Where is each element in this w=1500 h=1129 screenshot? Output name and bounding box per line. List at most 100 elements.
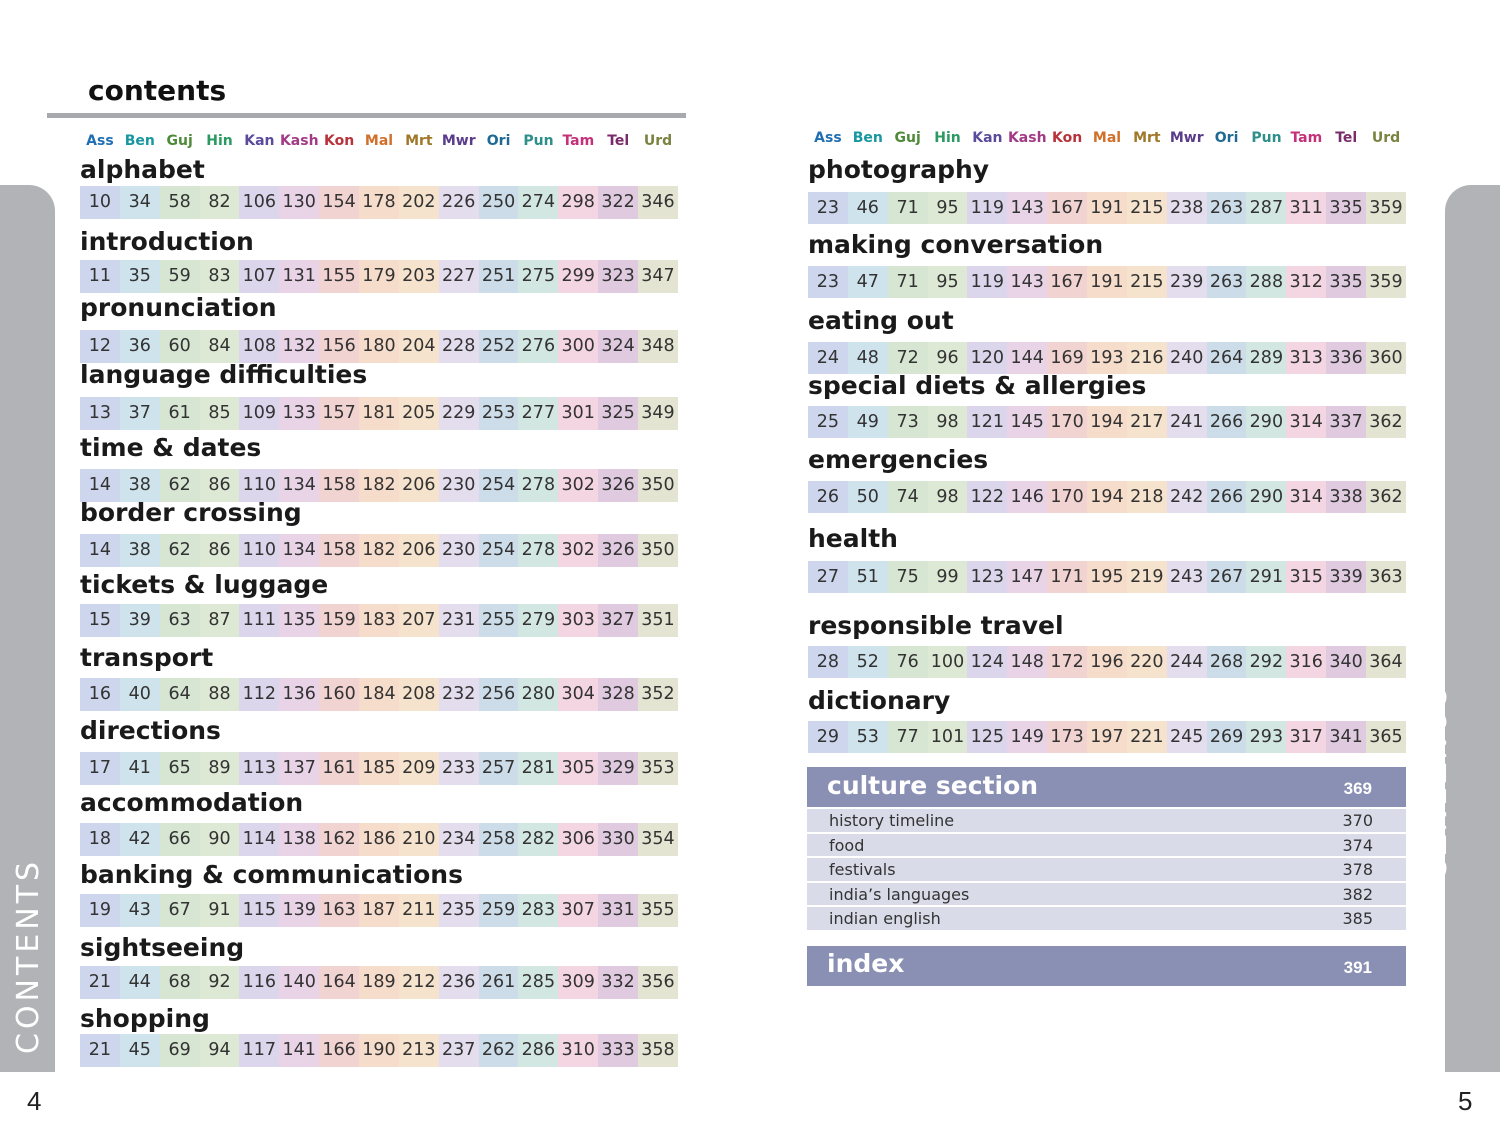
page-number-cell[interactable]: 253 [478, 397, 519, 430]
page-number-cell[interactable]: 109 [239, 397, 280, 430]
page-number-cell[interactable]: 303 [558, 604, 599, 637]
page-number-cell[interactable]: 35 [119, 260, 160, 293]
page-number-cell[interactable]: 322 [598, 186, 639, 219]
page-number-cell[interactable]: 28 [808, 646, 848, 678]
page-number-cell[interactable]: 61 [159, 397, 200, 430]
page-number-cell[interactable]: 139 [279, 894, 320, 927]
page-number-cell[interactable]: 359 [1366, 266, 1406, 298]
page-number-cell[interactable]: 314 [1286, 406, 1327, 438]
page-number-cell[interactable]: 82 [199, 186, 240, 219]
page-number-cell[interactable]: 351 [638, 604, 678, 637]
page-number-cell[interactable]: 194 [1087, 406, 1127, 438]
page-number-cell[interactable]: 226 [438, 186, 479, 219]
page-number-cell[interactable]: 19 [80, 894, 120, 927]
page-number-cell[interactable]: 352 [638, 678, 678, 711]
page-number-cell[interactable]: 204 [398, 330, 439, 363]
page-number-cell[interactable]: 159 [319, 604, 360, 637]
page-number-cell[interactable]: 14 [80, 469, 120, 502]
page-number-cell[interactable]: 65 [159, 752, 200, 785]
page-number-cell[interactable]: 182 [359, 534, 399, 567]
page-number-cell[interactable]: 38 [119, 534, 160, 567]
page-number-cell[interactable]: 87 [199, 604, 240, 637]
page-number-cell[interactable]: 267 [1206, 561, 1247, 593]
page-number-cell[interactable]: 348 [638, 330, 678, 363]
page-number-cell[interactable]: 60 [159, 330, 200, 363]
page-number-cell[interactable]: 335 [1326, 266, 1367, 298]
page-number-cell[interactable]: 163 [319, 894, 360, 927]
page-number-cell[interactable]: 330 [598, 823, 639, 856]
page-number-cell[interactable]: 49 [847, 406, 888, 438]
page-number-cell[interactable]: 328 [598, 678, 639, 711]
page-number-cell[interactable]: 47 [847, 266, 888, 298]
page-number-cell[interactable]: 107 [239, 260, 280, 293]
page-number-cell[interactable]: 17 [80, 752, 120, 785]
page-number-cell[interactable]: 180 [359, 330, 399, 363]
page-number-cell[interactable]: 241 [1166, 406, 1207, 438]
page-number-cell[interactable]: 41 [119, 752, 160, 785]
page-number-cell[interactable]: 111 [239, 604, 280, 637]
page-number-cell[interactable]: 207 [398, 604, 439, 637]
page-number-cell[interactable]: 43 [119, 894, 160, 927]
page-number-cell[interactable]: 121 [967, 406, 1008, 438]
page-number-cell[interactable]: 210 [398, 823, 439, 856]
page-number-cell[interactable]: 167 [1047, 192, 1088, 224]
page-number-cell[interactable]: 220 [1126, 646, 1167, 678]
page-number-cell[interactable]: 36 [119, 330, 160, 363]
page-number-cell[interactable]: 92 [199, 966, 240, 999]
page-number-cell[interactable]: 317 [1286, 721, 1327, 753]
page-number-cell[interactable]: 206 [398, 469, 439, 502]
page-number-cell[interactable]: 48 [847, 342, 888, 374]
page-number-cell[interactable]: 191 [1087, 192, 1127, 224]
page-number-cell[interactable]: 172 [1047, 646, 1088, 678]
page-number-cell[interactable]: 290 [1246, 481, 1287, 513]
page-number-cell[interactable]: 138 [279, 823, 320, 856]
page-number-cell[interactable]: 362 [1366, 481, 1406, 513]
page-number-cell[interactable]: 98 [927, 481, 968, 513]
page-number-cell[interactable]: 161 [319, 752, 360, 785]
page-number-cell[interactable]: 301 [558, 397, 599, 430]
section-title[interactable]: banking & communications [80, 860, 463, 889]
page-number-cell[interactable]: 329 [598, 752, 639, 785]
page-number-cell[interactable]: 258 [478, 823, 519, 856]
page-number-cell[interactable]: 186 [359, 823, 399, 856]
page-number-cell[interactable]: 333 [598, 1034, 639, 1067]
page-number-cell[interactable]: 254 [478, 534, 519, 567]
page-number-cell[interactable]: 122 [967, 481, 1008, 513]
page-number-cell[interactable]: 354 [638, 823, 678, 856]
page-number-cell[interactable]: 307 [558, 894, 599, 927]
page-number-cell[interactable]: 359 [1366, 192, 1406, 224]
page-number-cell[interactable]: 23 [808, 192, 848, 224]
page-number-cell[interactable]: 98 [927, 406, 968, 438]
page-number-cell[interactable]: 167 [1047, 266, 1088, 298]
page-number-cell[interactable]: 110 [239, 534, 280, 567]
page-number-cell[interactable]: 21 [80, 1034, 120, 1067]
page-number-cell[interactable]: 62 [159, 469, 200, 502]
page-number-cell[interactable]: 310 [558, 1034, 599, 1067]
page-number-cell[interactable]: 219 [1126, 561, 1167, 593]
page-number-cell[interactable]: 193 [1087, 342, 1127, 374]
page-number-cell[interactable]: 313 [1286, 342, 1327, 374]
page-number-cell[interactable]: 245 [1166, 721, 1207, 753]
page-number-cell[interactable]: 113 [239, 752, 280, 785]
page-number-cell[interactable]: 205 [398, 397, 439, 430]
page-number-cell[interactable]: 350 [638, 469, 678, 502]
page-number-cell[interactable]: 21 [80, 966, 120, 999]
section-title[interactable]: border crossing [80, 498, 302, 527]
page-number-cell[interactable]: 29 [808, 721, 848, 753]
page-number-cell[interactable]: 83 [199, 260, 240, 293]
page-number-cell[interactable]: 213 [398, 1034, 439, 1067]
page-number-cell[interactable]: 144 [1007, 342, 1048, 374]
page-number-cell[interactable]: 276 [518, 330, 559, 363]
page-number-cell[interactable]: 71 [887, 192, 928, 224]
page-number-cell[interactable]: 53 [847, 721, 888, 753]
page-number-cell[interactable]: 38 [119, 469, 160, 502]
page-number-cell[interactable]: 262 [478, 1034, 519, 1067]
page-number-cell[interactable]: 228 [438, 330, 479, 363]
page-number-cell[interactable]: 306 [558, 823, 599, 856]
page-number-cell[interactable]: 339 [1326, 561, 1367, 593]
page-number-cell[interactable]: 101 [927, 721, 968, 753]
page-number-cell[interactable]: 269 [1206, 721, 1247, 753]
page-number-cell[interactable]: 277 [518, 397, 559, 430]
page-number-cell[interactable]: 230 [438, 469, 479, 502]
page-number-cell[interactable]: 202 [398, 186, 439, 219]
